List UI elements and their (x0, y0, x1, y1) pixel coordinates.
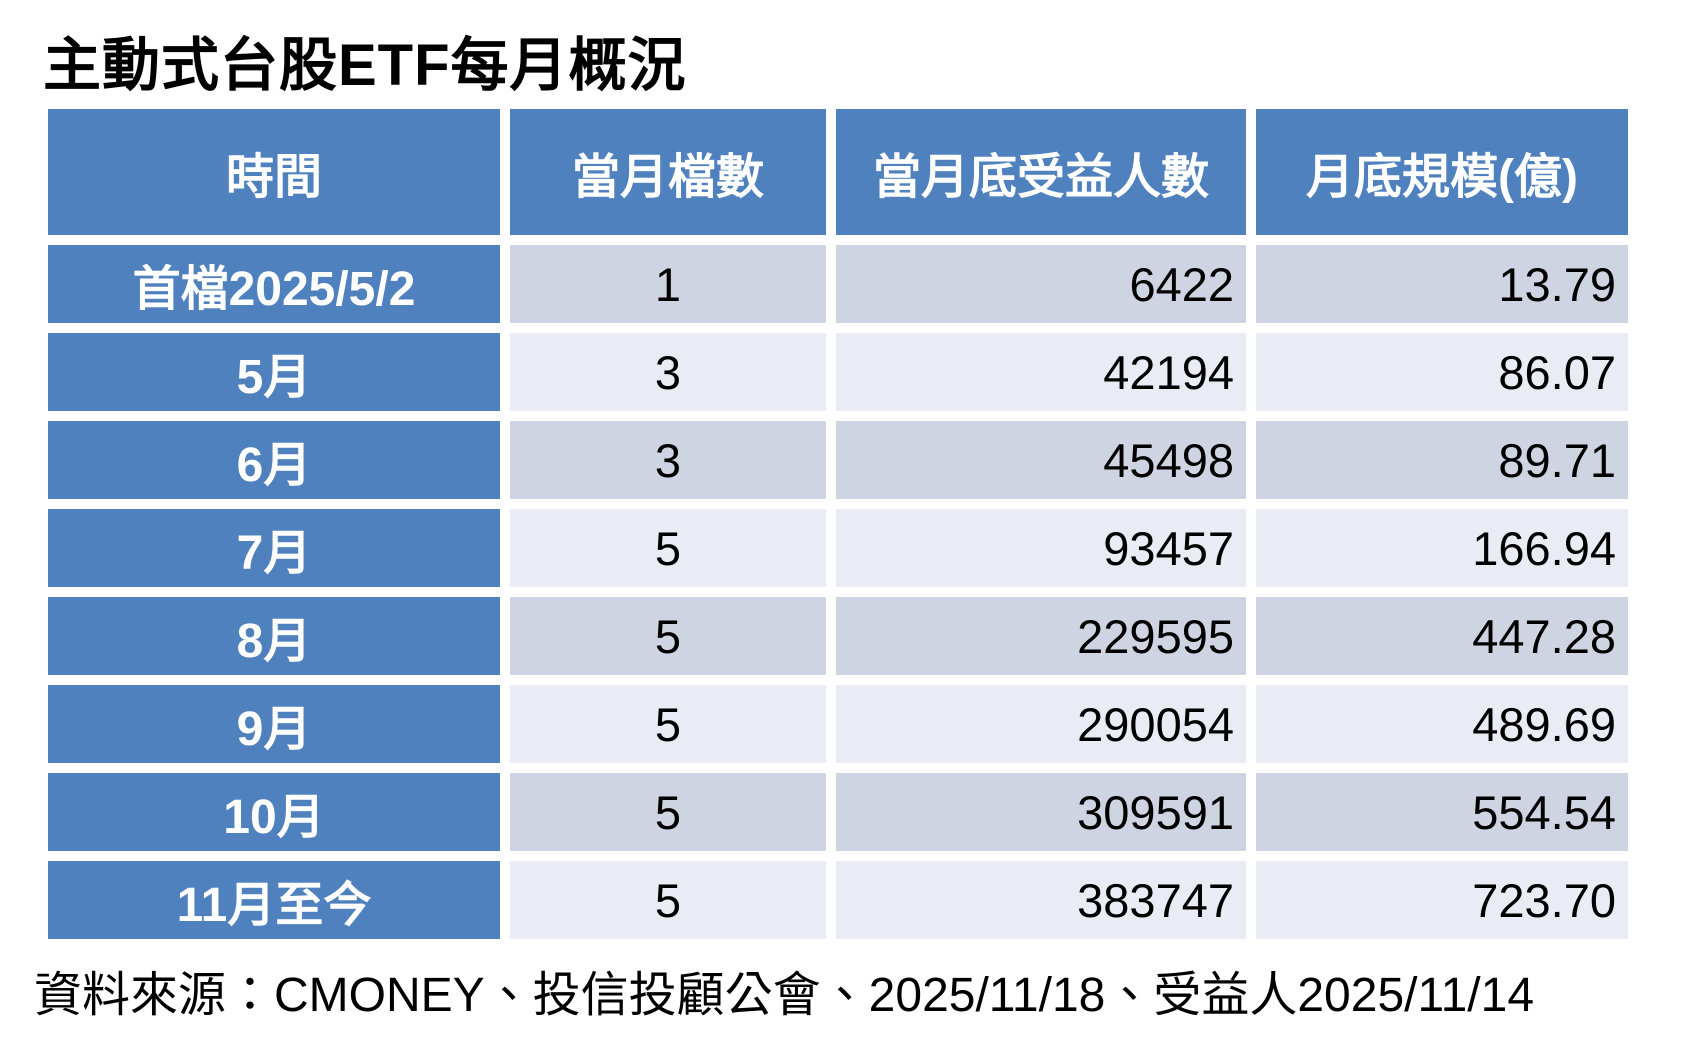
cell-beneficiaries: 229595 (836, 597, 1246, 675)
row-label-time: 首檔2025/5/2 (48, 245, 500, 323)
column-header-scale: 月底規模(億) (1256, 109, 1628, 235)
cell-fund-count: 1 (510, 245, 826, 323)
row-label-time: 10月 (48, 773, 500, 851)
cell-fund-count: 5 (510, 597, 826, 675)
cell-beneficiaries: 383747 (836, 861, 1246, 939)
cell-scale: 554.54 (1256, 773, 1628, 851)
cell-scale: 89.71 (1256, 421, 1628, 499)
cell-scale: 489.69 (1256, 685, 1628, 763)
cell-beneficiaries: 93457 (836, 509, 1246, 587)
cell-beneficiaries: 45498 (836, 421, 1246, 499)
column-header-time: 時間 (48, 109, 500, 235)
column-header-fund-count: 當月檔數 (510, 109, 826, 235)
row-label-time: 11月至今 (48, 861, 500, 939)
cell-fund-count: 5 (510, 685, 826, 763)
cell-fund-count: 5 (510, 509, 826, 587)
cell-beneficiaries: 309591 (836, 773, 1246, 851)
column-header-beneficiaries: 當月底受益人數 (836, 109, 1246, 235)
cell-fund-count: 5 (510, 861, 826, 939)
cell-scale: 86.07 (1256, 333, 1628, 411)
row-label-time: 7月 (48, 509, 500, 587)
cell-scale: 166.94 (1256, 509, 1628, 587)
page-title: 主動式台股ETF每月概況 (43, 33, 687, 98)
cell-fund-count: 3 (510, 421, 826, 499)
row-label-time: 5月 (48, 333, 500, 411)
cell-scale: 13.79 (1256, 245, 1628, 323)
cell-scale: 447.28 (1256, 597, 1628, 675)
cell-scale: 723.70 (1256, 861, 1628, 939)
cell-beneficiaries: 42194 (836, 333, 1246, 411)
cell-beneficiaries: 290054 (836, 685, 1246, 763)
data-source-note: 資料來源：CMONEY、投信投顧公會、2025/11/18、受益人2025/11… (34, 969, 1535, 1022)
row-label-time: 6月 (48, 421, 500, 499)
cell-fund-count: 5 (510, 773, 826, 851)
row-label-time: 9月 (48, 685, 500, 763)
cell-fund-count: 3 (510, 333, 826, 411)
row-label-time: 8月 (48, 597, 500, 675)
cell-beneficiaries: 6422 (836, 245, 1246, 323)
etf-monthly-table: 時間 當月檔數 當月底受益人數 月底規模(億) 首檔2025/5/2 1 6422 1… (48, 109, 1628, 939)
